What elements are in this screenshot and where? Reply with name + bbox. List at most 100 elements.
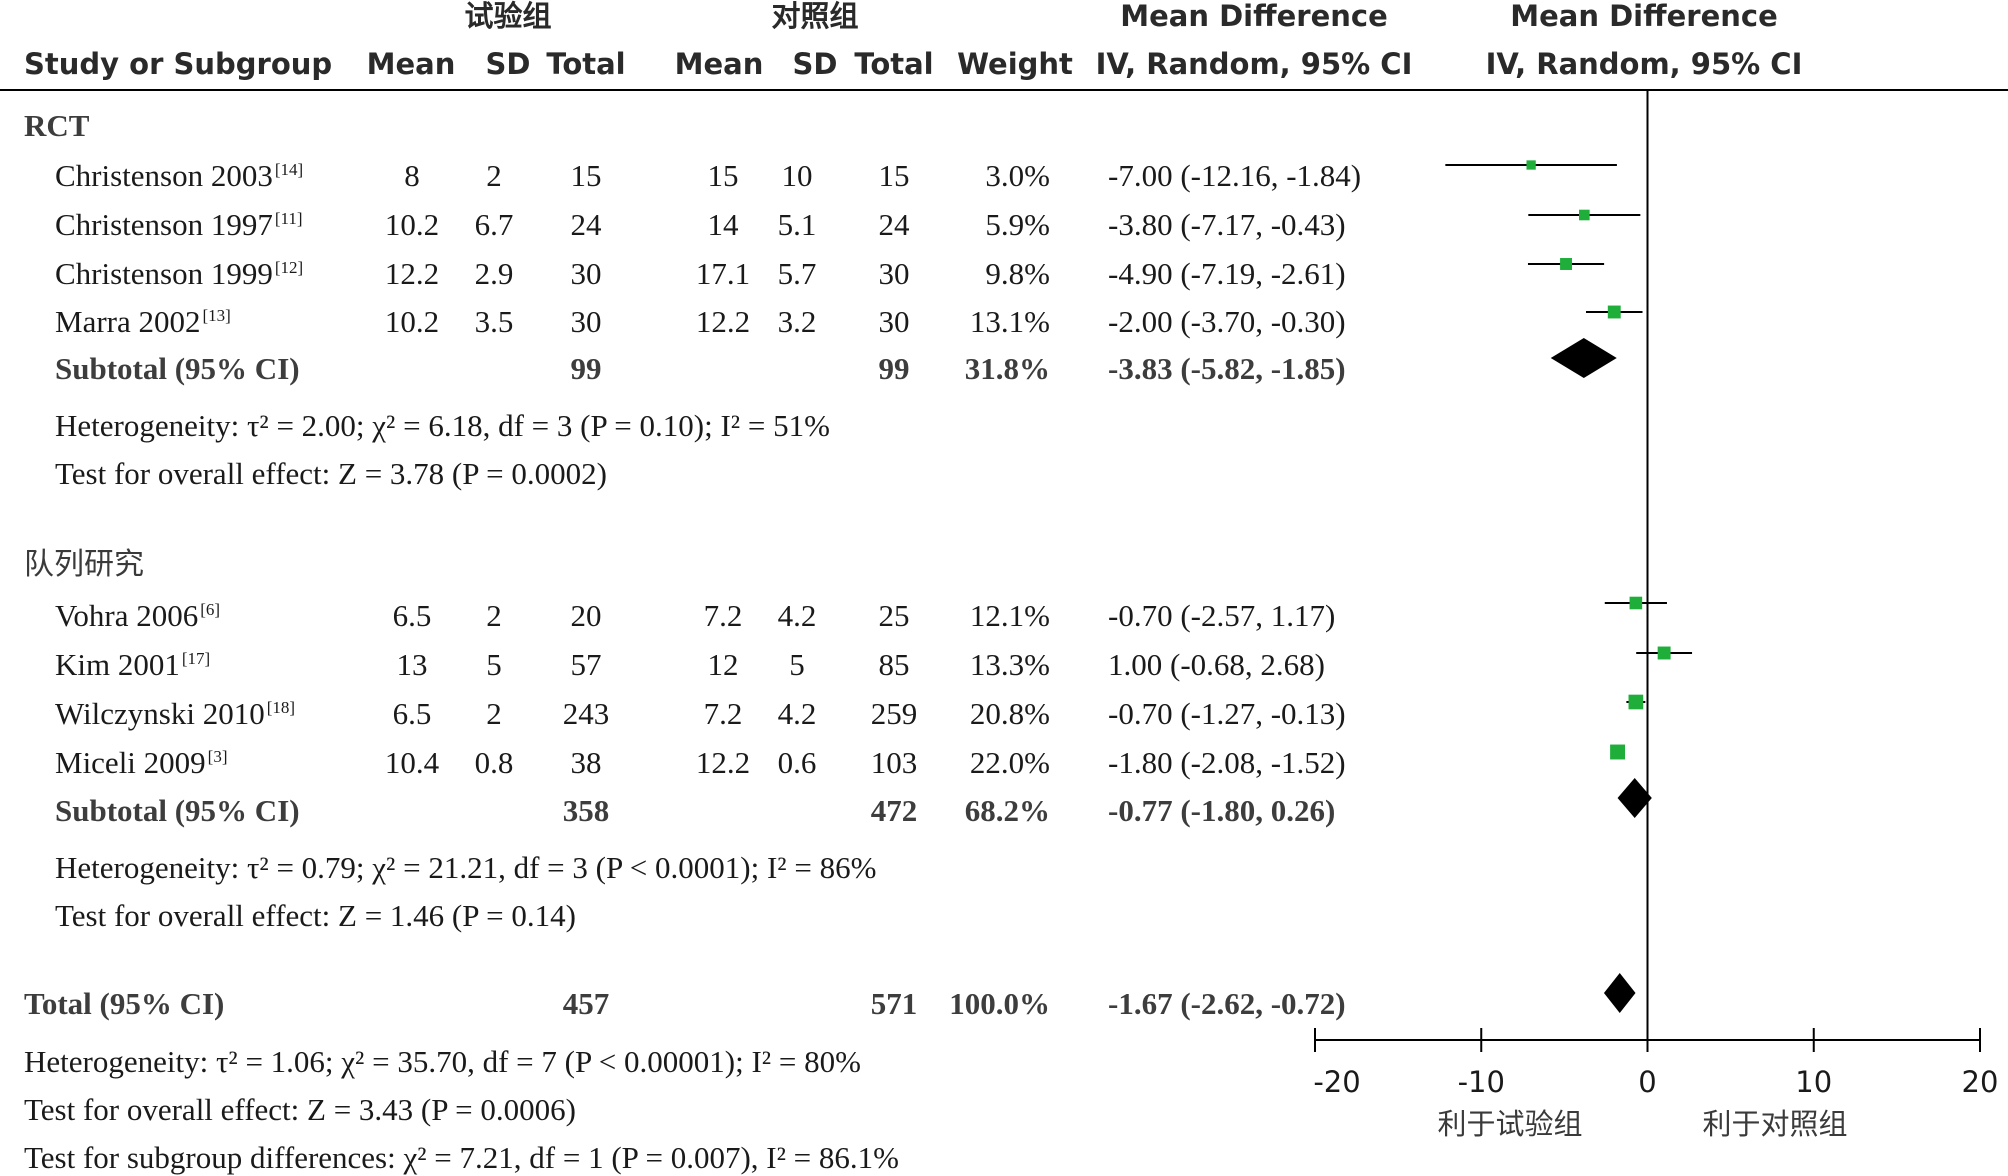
- study-ci: -2.00 (-3.70, -0.30): [1108, 304, 1346, 339]
- exp-sd: 2: [486, 598, 502, 633]
- subtotal-label: Subtotal (95% CI): [55, 793, 300, 828]
- ctrl-mean: 15: [707, 158, 739, 193]
- study-ci: -3.80 (-7.17, -0.43): [1108, 207, 1346, 242]
- study-marker: [1579, 209, 1590, 221]
- exp-mean: 12.2: [384, 256, 440, 291]
- x-tick-label: 10: [1795, 1065, 1833, 1099]
- subtotal-ctrl-total: 99: [878, 351, 910, 386]
- study-reference: [6]: [200, 599, 221, 619]
- study-marker: [1629, 596, 1643, 610]
- exp-total: 30: [570, 256, 602, 291]
- subtotal-ci: -0.77 (-1.80, 0.26): [1108, 793, 1336, 828]
- subtotal-weight: 68.2%: [964, 793, 1050, 828]
- study-reference: [3]: [207, 746, 228, 766]
- study-name-text: Wilczynski 2010: [55, 696, 265, 731]
- ctrl-mean: 12.2: [695, 304, 751, 339]
- header-md-title-plot: Mean Difference: [1510, 0, 1778, 33]
- exp-mean: 13: [396, 647, 428, 682]
- ctrl-mean: 12.2: [695, 745, 751, 780]
- study-weight: 13.1%: [969, 304, 1050, 339]
- study-ci: -0.70 (-2.57, 1.17): [1108, 598, 1336, 633]
- study-weight: 12.1%: [969, 598, 1050, 633]
- subgroup-differences: Test for subgroup differences: χ² = 7.21…: [24, 1140, 899, 1175]
- overall-effect-text: Test for overall effect: Z = 3.78 (P = 0…: [55, 456, 607, 491]
- ctrl-total: 30: [878, 304, 910, 339]
- group-heading: 队列研究: [24, 547, 144, 582]
- ctrl-sd: 5.7: [777, 256, 817, 291]
- favours-control-label: 利于对照组: [1702, 1107, 1848, 1141]
- study-reference: [12]: [274, 257, 304, 277]
- ctrl-mean: 7.2: [703, 598, 743, 633]
- study-name: Christenson 2003 [14]: [55, 160, 303, 191]
- ctrl-sd: 0.6: [777, 745, 817, 780]
- x-tick-label: -10: [1457, 1065, 1505, 1099]
- pooled-diamond: [1603, 973, 1636, 1013]
- study-name-text: Kim 2001: [55, 647, 180, 682]
- study-weight: 9.8%: [985, 256, 1050, 291]
- ctrl-sd: 4.2: [777, 598, 817, 633]
- favours-experimental-label: 利于试验组: [1437, 1107, 1583, 1141]
- study-name: Kim 2001 [17]: [55, 649, 210, 680]
- study-name: Wilczynski 2010 [18]: [55, 698, 295, 729]
- ctrl-sd: 3.2: [777, 304, 817, 339]
- heterogeneity-text: Heterogeneity: τ² = 2.00; χ² = 6.18, df …: [55, 408, 830, 443]
- header-mean1: Mean: [366, 47, 456, 81]
- study-name-text: Christenson 2003: [55, 158, 273, 193]
- total-overall-effect: Test for overall effect: Z = 3.43 (P = 0…: [24, 1092, 576, 1127]
- header-exp-group: 试验组: [464, 0, 552, 33]
- study-reference: [14]: [274, 159, 304, 179]
- header-total1: Total: [546, 47, 626, 81]
- ctrl-total: 103: [870, 745, 918, 780]
- x-tick-label: 20: [1961, 1065, 1999, 1099]
- exp-sd: 2: [486, 696, 502, 731]
- header-ctrl-group: 对照组: [771, 0, 859, 33]
- study-weight: 20.8%: [969, 696, 1050, 731]
- study-name-text: Christenson 1999: [55, 256, 273, 291]
- subtotal-weight: 31.8%: [964, 351, 1050, 386]
- total-label: Total (95% CI): [24, 986, 225, 1021]
- study-ci: -7.00 (-12.16, -1.84): [1108, 158, 1362, 193]
- total-heterogeneity: Heterogeneity: τ² = 1.06; χ² = 35.70, df…: [24, 1044, 861, 1079]
- study-name-text: Vohra 2006: [55, 598, 199, 633]
- header-ci-col: IV, Random, 95% CI: [1095, 47, 1413, 81]
- overall-effect-text: Test for overall effect: Z = 1.46 (P = 0…: [55, 898, 576, 933]
- study-marker: [1657, 646, 1671, 660]
- study-name-text: Christenson 1997: [55, 207, 273, 242]
- exp-sd: 0.8: [474, 745, 514, 780]
- study-name-text: Marra 2002: [55, 304, 201, 339]
- subtotal-label: Subtotal (95% CI): [55, 351, 300, 386]
- x-tick-label: -20: [1313, 1065, 1361, 1099]
- total-exp-total: 457: [562, 986, 610, 1021]
- study-marker: [1526, 160, 1536, 170]
- exp-sd: 6.7: [474, 207, 514, 242]
- study-weight: 3.0%: [985, 158, 1050, 193]
- ctrl-total: 259: [870, 696, 918, 731]
- subtotal-ci: -3.83 (-5.82, -1.85): [1108, 351, 1346, 386]
- subtotal-exp-total: 99: [570, 351, 602, 386]
- exp-total: 15: [570, 158, 602, 193]
- exp-sd: 5: [486, 647, 502, 682]
- heterogeneity-text: Heterogeneity: τ² = 0.79; χ² = 21.21, df…: [55, 850, 877, 885]
- exp-mean: 10.2: [384, 207, 440, 242]
- exp-sd: 2.9: [474, 256, 514, 291]
- study-name: Christenson 1999 [12]: [55, 258, 303, 289]
- study-name: Vohra 2006 [6]: [55, 600, 220, 631]
- exp-total: 20: [570, 598, 602, 633]
- exp-mean: 10.4: [384, 745, 440, 780]
- study-reference: [18]: [266, 697, 296, 717]
- study-weight: 13.3%: [969, 647, 1050, 682]
- study-name: Miceli 2009 [3]: [55, 747, 228, 778]
- study-reference: [13]: [202, 305, 231, 325]
- study-name-text: Miceli 2009: [55, 745, 206, 780]
- study-name: Marra 2002 [13]: [55, 306, 231, 337]
- exp-mean: 10.2: [384, 304, 440, 339]
- ctrl-total: 24: [878, 207, 910, 242]
- x-tick-label: 0: [1638, 1065, 1657, 1099]
- group-heading: RCT: [24, 108, 90, 143]
- study-ci: -4.90 (-7.19, -2.61): [1108, 256, 1346, 291]
- study-name: Christenson 1997 [11]: [55, 209, 303, 240]
- header-sd2: SD: [792, 47, 838, 81]
- ctrl-sd: 5.1: [777, 207, 817, 242]
